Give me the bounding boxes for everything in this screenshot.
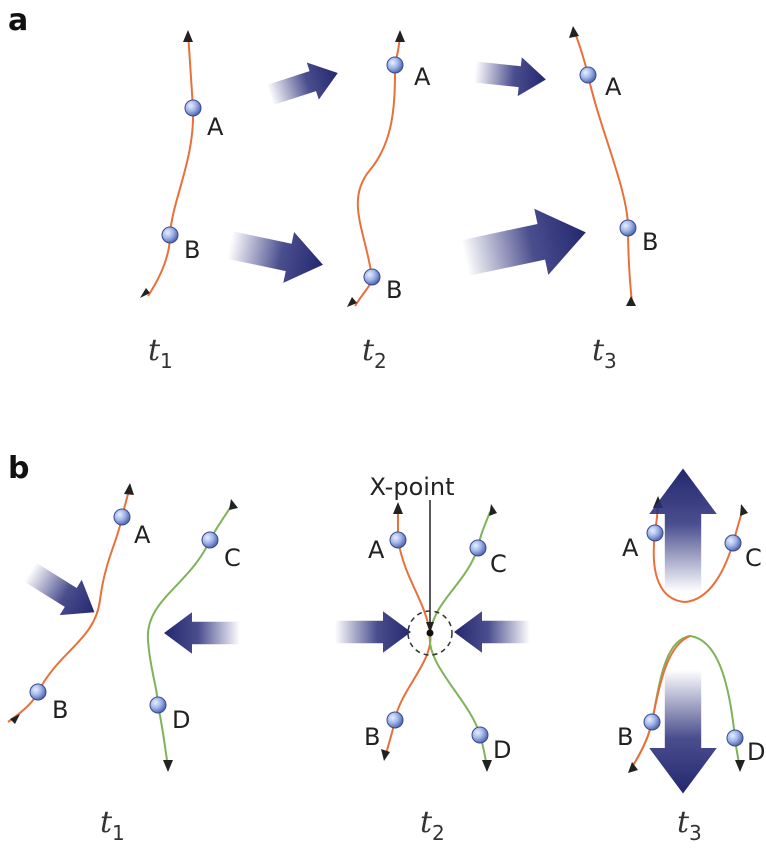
time-subscript: 2 <box>374 349 387 373</box>
point-label: B <box>617 723 633 751</box>
point-label: A <box>414 63 431 91</box>
point-label: A <box>622 534 639 562</box>
point-label: C <box>745 544 762 572</box>
point-label: B <box>184 236 200 264</box>
panel-label: a <box>8 3 28 38</box>
point-label: D <box>493 736 511 764</box>
point-label: C <box>490 550 507 578</box>
point-label: D <box>747 738 765 766</box>
annotation: X-point <box>369 473 454 501</box>
time-subscript: 2 <box>432 821 445 845</box>
point-label: B <box>642 228 658 256</box>
x-point <box>427 630 434 637</box>
panel-label: b <box>8 451 29 486</box>
time-subscript: 3 <box>689 821 702 845</box>
point-label: A <box>207 113 224 141</box>
point-label: A <box>134 521 151 549</box>
point-label: C <box>224 544 241 572</box>
point-label: A <box>368 536 385 564</box>
point-label: B <box>364 723 380 751</box>
point-label: B <box>386 276 402 304</box>
time-subscript: 3 <box>604 349 617 373</box>
point-label: D <box>172 706 190 734</box>
point-label: B <box>52 696 68 724</box>
point-label: A <box>605 73 622 101</box>
diagram: a A B A B A B t 1 t 2 t 3 b A B C D X-po… <box>0 0 766 851</box>
time-subscript: 1 <box>112 821 125 845</box>
flow-arrows <box>225 53 593 291</box>
time-subscript: 1 <box>160 349 173 373</box>
